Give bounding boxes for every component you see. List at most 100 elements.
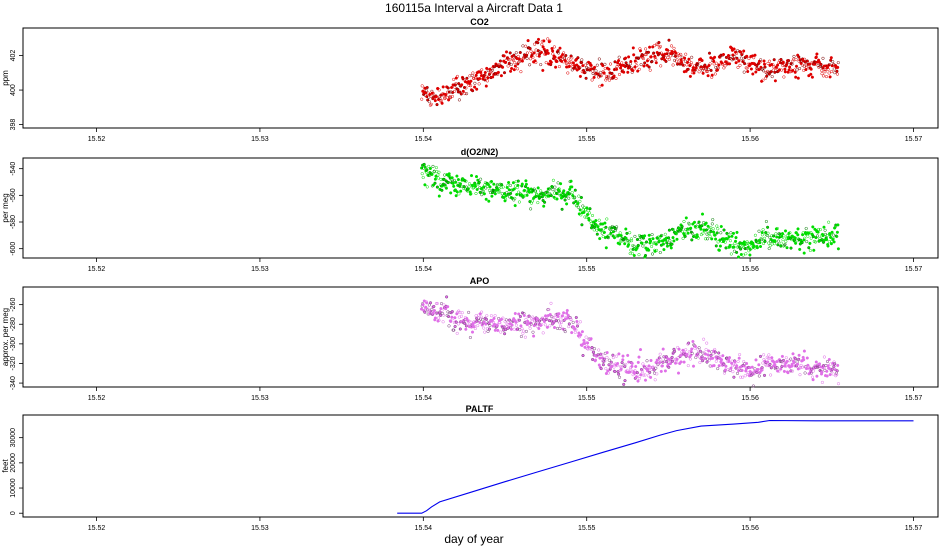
do2n2-data-point xyxy=(604,225,608,229)
do2n2-data-point xyxy=(725,237,729,241)
do2n2-data-point xyxy=(726,232,730,236)
do2n2-data-point xyxy=(425,168,429,172)
co2-data-point xyxy=(431,91,435,96)
co2-data-point xyxy=(580,58,584,62)
co2-data-point xyxy=(755,64,759,68)
co2-data-point xyxy=(554,65,558,69)
apo-data-point xyxy=(598,356,602,360)
co2-data-point xyxy=(771,68,775,72)
do2n2-data-point xyxy=(826,244,830,248)
paltf-x-tick-label: 15.54 xyxy=(415,525,433,532)
apo-data-point xyxy=(535,324,539,328)
co2-data-point xyxy=(461,89,465,93)
do2n2-data-point xyxy=(515,192,519,197)
do2n2-data-point xyxy=(618,242,622,246)
co2-data-point xyxy=(749,67,753,71)
do2n2-data-point xyxy=(478,190,482,194)
do2n2-data-point xyxy=(781,238,785,242)
apo-data-point xyxy=(548,324,552,328)
do2n2-data-point xyxy=(816,227,821,231)
do2n2-data-point xyxy=(832,240,836,244)
apo-data-point xyxy=(679,360,683,364)
apo-data-point xyxy=(519,324,523,328)
apo-data-point xyxy=(668,361,673,366)
co2-data-point xyxy=(510,66,514,71)
do2n2-data-point xyxy=(656,235,660,239)
do2n2-data-point xyxy=(766,231,770,235)
co2-data-point xyxy=(724,55,728,59)
do2n2-data-point xyxy=(714,244,718,248)
apo-data-point xyxy=(641,373,646,377)
do2n2-data-point xyxy=(731,231,736,235)
do2n2-data-point xyxy=(836,247,840,251)
do2n2-data-point xyxy=(722,228,726,232)
do2n2-data-point xyxy=(761,228,765,232)
do2n2-data-point xyxy=(604,246,608,250)
paltf-series-line xyxy=(397,419,914,514)
do2n2-data-point xyxy=(469,192,473,196)
do2n2-data-point xyxy=(687,222,691,226)
apo-data-point xyxy=(570,331,574,335)
do2n2-y-axis-label: per meg xyxy=(1,193,10,222)
do2n2-data-point xyxy=(446,181,450,185)
co2-data-point xyxy=(728,62,732,66)
do2n2-data-point xyxy=(442,177,446,181)
do2n2-data-point xyxy=(806,234,810,238)
apo-data-point xyxy=(616,361,620,366)
apo-data-point xyxy=(659,369,663,373)
do2n2-data-point xyxy=(671,228,675,232)
do2n2-data-point xyxy=(614,227,618,231)
apo-data-point xyxy=(604,367,608,371)
do2n2-data-point xyxy=(636,243,640,247)
apo-data-point xyxy=(531,330,535,334)
apo-data-point xyxy=(836,382,841,386)
co2-data-point xyxy=(770,75,774,79)
do2n2-data-point xyxy=(512,187,516,191)
apo-data-point xyxy=(498,321,502,325)
do2n2-data-point xyxy=(606,236,610,240)
co2-data-point xyxy=(675,55,679,59)
do2n2-data-point xyxy=(489,179,494,184)
apo-data-point xyxy=(712,364,716,368)
apo-data-point xyxy=(621,354,625,358)
do2n2-data-point xyxy=(730,234,734,238)
co2-data-point xyxy=(508,51,512,55)
co2-data-point xyxy=(727,56,731,61)
co2-data-point xyxy=(531,55,535,59)
do2n2-data-point xyxy=(513,204,517,208)
apo-data-point xyxy=(558,321,562,325)
do2n2-data-point xyxy=(758,244,763,249)
co2-data-point xyxy=(450,85,454,90)
do2n2-data-point xyxy=(501,185,505,189)
apo-data-point xyxy=(661,347,665,351)
apo-data-point xyxy=(799,365,803,369)
apo-plot-frame xyxy=(22,286,939,388)
co2-data-point xyxy=(562,51,566,55)
co2-data-point xyxy=(835,69,839,73)
apo-data-point xyxy=(547,307,551,312)
do2n2-data-point xyxy=(823,228,827,232)
do2n2-data-point xyxy=(626,238,630,243)
co2-data-point xyxy=(632,53,636,57)
apo-data-point xyxy=(704,348,708,352)
do2n2-data-point xyxy=(605,217,609,221)
co2-data-point xyxy=(631,69,635,73)
co2-data-point xyxy=(685,63,689,67)
co2-data-point xyxy=(741,59,745,63)
co2-data-point xyxy=(761,69,766,73)
co2-data-point xyxy=(788,65,792,69)
do2n2-data-point xyxy=(583,215,587,219)
do2n2-data-point xyxy=(785,246,789,250)
apo-data-point xyxy=(437,318,441,322)
do2n2-data-point xyxy=(517,200,521,204)
co2-data-point xyxy=(672,46,676,50)
do2n2-data-point xyxy=(459,189,463,193)
apo-data-point xyxy=(579,333,583,337)
apo-data-point xyxy=(586,341,590,345)
do2n2-data-point xyxy=(498,190,502,194)
apo-data-point xyxy=(492,316,496,320)
co2-data-point xyxy=(526,39,530,43)
co2-data-point xyxy=(597,57,601,61)
do2n2-data-point xyxy=(672,239,676,243)
do2n2-data-point xyxy=(493,192,497,196)
